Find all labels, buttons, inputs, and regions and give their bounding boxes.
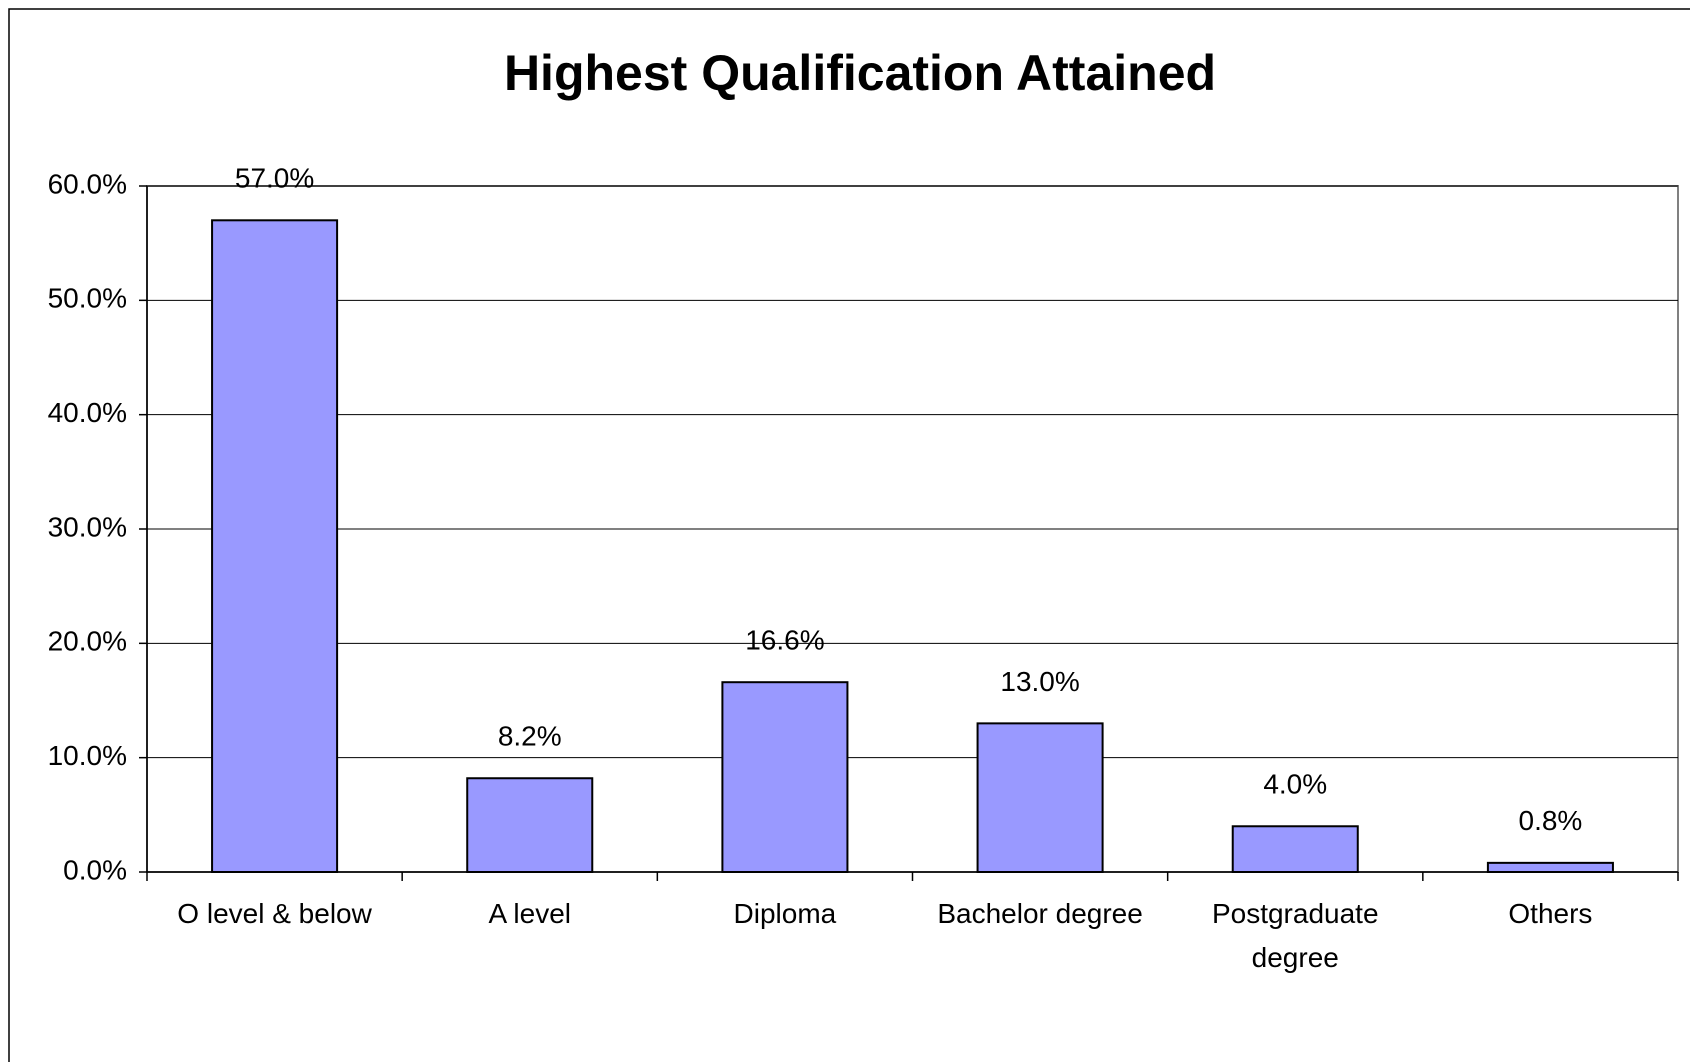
x-tick-label: Others: [1508, 898, 1593, 929]
bar: [1231, 825, 1359, 873]
y-tick-label: 20.0%: [48, 626, 127, 657]
data-label: 4.0%: [1263, 769, 1327, 800]
y-tick-label: 40.0%: [48, 397, 127, 428]
y-tick-label: 0.0%: [63, 854, 127, 885]
bar: [211, 219, 339, 874]
x-tick-label: Postgraduate degree: [1211, 898, 1379, 973]
x-tick-label: O level & below: [177, 898, 372, 929]
x-tick-label: A level: [488, 898, 572, 929]
chart-frame: [8, 8, 1690, 1062]
data-label: 13.0%: [1000, 666, 1079, 697]
data-label: 0.8%: [1519, 805, 1583, 836]
data-label: 16.6%: [745, 625, 824, 656]
y-tick-label: 60.0%: [48, 168, 127, 199]
bar: [1486, 861, 1614, 873]
bar: [976, 722, 1104, 873]
x-tick-label: Diploma: [733, 898, 837, 929]
data-label: 57.0%: [235, 163, 314, 194]
bar: [466, 777, 594, 873]
y-tick-label: 10.0%: [48, 740, 127, 771]
data-label: 8.2%: [498, 721, 562, 752]
chart-title: Highest Qualification Attained: [504, 45, 1216, 101]
x-tick-label: Bachelor degree: [937, 898, 1143, 929]
bar: [721, 681, 849, 873]
y-tick-label: 30.0%: [48, 511, 127, 542]
y-tick-label: 50.0%: [48, 283, 127, 314]
